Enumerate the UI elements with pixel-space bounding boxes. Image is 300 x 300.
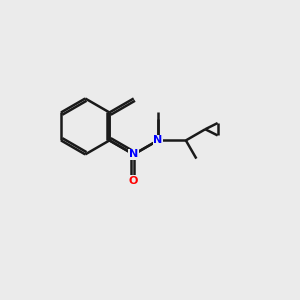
Text: N: N	[153, 135, 163, 146]
Text: O: O	[129, 176, 138, 185]
Text: N: N	[129, 149, 138, 159]
